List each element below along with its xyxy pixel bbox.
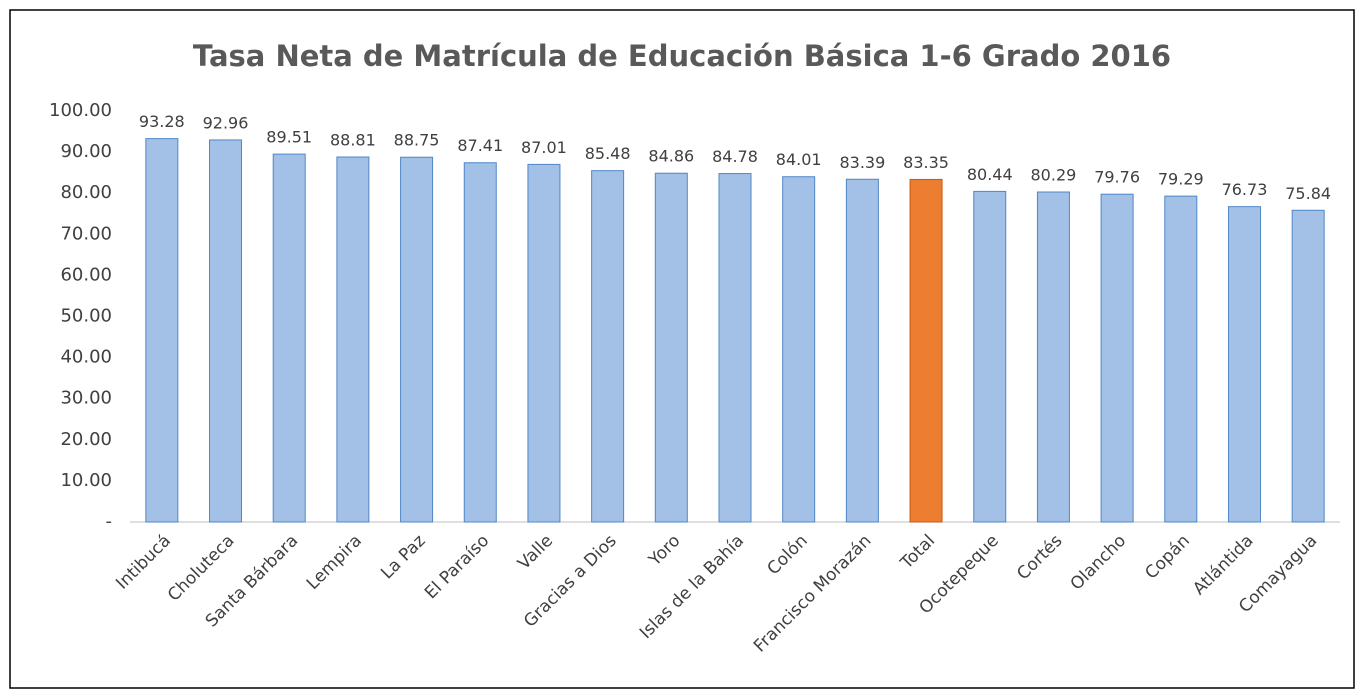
y-tick-label: 70.00 — [60, 223, 112, 244]
bar — [463, 162, 497, 523]
data-label: 76.73 — [1222, 180, 1268, 199]
y-tick-label: 10.00 — [60, 470, 112, 491]
bar — [1164, 195, 1198, 523]
data-label: 84.78 — [712, 147, 758, 166]
y-tick-label: - — [106, 511, 113, 532]
data-label: 83.35 — [903, 153, 949, 172]
data-label: 75.84 — [1285, 184, 1331, 203]
y-tick-label: 20.00 — [60, 429, 112, 450]
data-label: 84.86 — [648, 147, 694, 166]
data-label: 92.96 — [203, 113, 249, 132]
data-label: 79.29 — [1158, 170, 1204, 189]
bar — [145, 138, 179, 523]
data-label: 84.01 — [776, 150, 822, 169]
bar — [973, 190, 1007, 523]
y-tick-label: 100.00 — [49, 100, 112, 121]
bar — [845, 178, 879, 523]
bar — [591, 170, 625, 523]
data-label: 93.28 — [139, 112, 185, 131]
y-tick-label: 90.00 — [60, 141, 112, 162]
data-label: 80.44 — [967, 165, 1013, 184]
bar — [782, 176, 816, 523]
data-label: 85.48 — [585, 144, 631, 163]
bar — [1227, 206, 1261, 523]
y-tick-label: 60.00 — [60, 264, 112, 285]
y-tick-label: 40.00 — [60, 347, 112, 368]
bar — [527, 163, 561, 523]
bar — [1100, 193, 1134, 523]
y-tick-label: 80.00 — [60, 182, 112, 203]
y-tick-label: 30.00 — [60, 388, 112, 409]
data-label: 87.41 — [457, 136, 503, 155]
bar — [1291, 209, 1325, 523]
bar — [209, 139, 243, 523]
bar — [718, 173, 752, 523]
data-label: 89.51 — [266, 128, 312, 147]
bar — [400, 156, 434, 523]
bar — [272, 153, 306, 523]
bar — [654, 172, 688, 523]
bar — [1036, 191, 1070, 523]
data-label: 88.75 — [394, 131, 440, 150]
data-label: 79.76 — [1094, 168, 1140, 187]
data-label: 80.29 — [1031, 166, 1077, 185]
bar — [336, 156, 370, 523]
y-tick-label: 50.00 — [60, 306, 112, 327]
data-label: 87.01 — [521, 138, 567, 157]
data-label: 88.81 — [330, 130, 376, 149]
bar — [909, 178, 943, 523]
data-label: 83.39 — [839, 153, 885, 172]
chart-title: Tasa Neta de Matrícula de Educación Bási… — [193, 39, 1171, 73]
